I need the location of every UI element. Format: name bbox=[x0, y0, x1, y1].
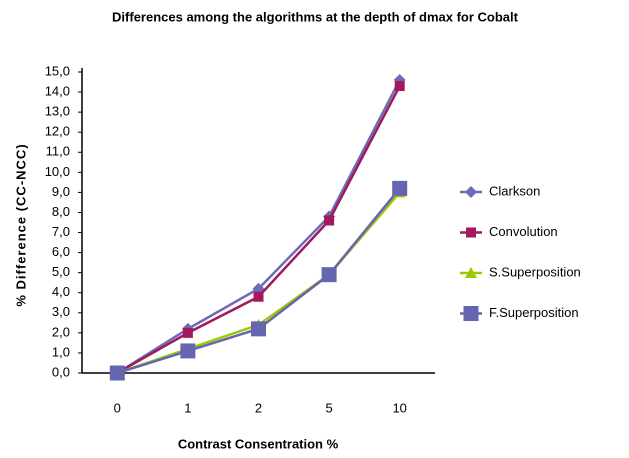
y-tick-label: 6,0 bbox=[52, 244, 70, 259]
x-tick-label: 2 bbox=[255, 400, 262, 415]
legend-marker bbox=[463, 306, 479, 321]
x-tick-label: 1 bbox=[184, 400, 191, 415]
chart-title: Differences among the algorithms at the … bbox=[112, 9, 519, 24]
y-tick-label: 14,0 bbox=[45, 84, 70, 99]
x-tick-label: 5 bbox=[325, 400, 332, 415]
y-tick-label: 2,0 bbox=[52, 324, 70, 339]
point bbox=[392, 180, 408, 196]
y-tick-label: 11,0 bbox=[46, 144, 70, 159]
y-tick-label: 10,0 bbox=[45, 164, 70, 179]
y-tick-label: 5,0 bbox=[52, 264, 70, 279]
y-tick-label: 12,0 bbox=[45, 124, 70, 139]
point bbox=[321, 267, 337, 283]
point bbox=[251, 321, 266, 337]
legend-marker bbox=[466, 227, 476, 238]
y-tick-label: 1,0 bbox=[52, 344, 70, 359]
y-tick-label: 7,0 bbox=[52, 224, 70, 239]
point bbox=[109, 365, 125, 381]
y-tick-label: 9,0 bbox=[52, 184, 70, 199]
legend-label: S.Superposition bbox=[489, 264, 581, 279]
point bbox=[182, 327, 193, 338]
legend-label: Clarkson bbox=[489, 183, 540, 198]
x-tick-label: 0 bbox=[114, 400, 121, 415]
y-tick-label: 4,0 bbox=[52, 284, 70, 299]
y-tick-label: 13,0 bbox=[45, 104, 70, 119]
point bbox=[394, 81, 405, 92]
legend-marker bbox=[465, 186, 477, 198]
x-tick-label: 10 bbox=[392, 400, 406, 415]
point bbox=[180, 343, 196, 359]
point bbox=[324, 215, 335, 226]
legend-label: Convolution bbox=[489, 224, 558, 239]
x-axis-label: Contrast Consentration % bbox=[178, 436, 339, 451]
y-tick-label: 8,0 bbox=[52, 204, 70, 219]
y-tick-label: 3,0 bbox=[52, 304, 70, 319]
y-axis-label: % Difference (CC-NCC) bbox=[13, 143, 28, 306]
legend-label: F.Superposition bbox=[489, 305, 579, 320]
legend-marker bbox=[465, 267, 477, 278]
y-tick-label: 0,0 bbox=[52, 364, 70, 379]
y-tick-label: 15,0 bbox=[45, 63, 70, 78]
point bbox=[253, 291, 264, 302]
